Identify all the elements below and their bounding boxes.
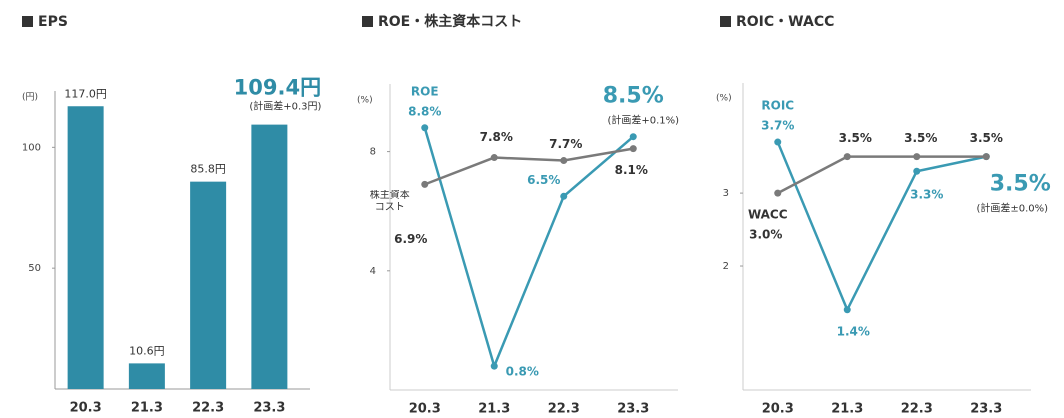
x-tick-label: 22.3 [192, 401, 224, 416]
y-tick-label: 50 [28, 263, 41, 274]
chart-title: EPS [38, 14, 68, 30]
point [982, 153, 990, 161]
series-name-box: 株主資本コスト [369, 190, 410, 214]
value-label: 1.4% [837, 324, 870, 338]
point [560, 192, 568, 200]
x-tick-label: 21.3 [478, 402, 510, 417]
title-marker [362, 16, 373, 27]
x-tick-label: 21.3 [831, 402, 863, 417]
value-label: 0.8% [506, 365, 539, 379]
value-label: 8.1% [615, 163, 648, 177]
y-tick-label: 8 [370, 147, 376, 158]
bar [190, 181, 227, 389]
bar [128, 363, 165, 389]
y-tick-label: 100 [22, 142, 41, 153]
x-tick-label: 22.3 [548, 402, 580, 417]
title-marker [22, 16, 33, 27]
x-tick-label: 23.3 [253, 401, 285, 416]
value-label: 85.8円 [190, 163, 226, 176]
x-tick-label: 21.3 [131, 401, 163, 416]
y-tick-label: 3 [723, 188, 729, 199]
y-tick-label: 2 [723, 261, 729, 272]
value-label: 7.7% [549, 137, 582, 151]
value-label: 3.5% [970, 131, 1003, 145]
value-label: 6.9% [394, 232, 427, 246]
series-name: WACC [748, 208, 788, 222]
series-name: ROIC [761, 99, 794, 113]
annotation: (計画差+0.1%) [607, 114, 679, 127]
x-tick-label: 20.3 [762, 402, 794, 417]
series-line [424, 147, 634, 186]
y-tick-label: 4 [370, 266, 376, 277]
point [421, 180, 429, 188]
value-label: 8.5% [603, 84, 664, 109]
point [774, 138, 782, 146]
series-name: 株主資本コスト [369, 190, 410, 214]
x-tick-label: 20.3 [70, 401, 102, 416]
annotation: (計画差±0.0%) [976, 202, 1048, 215]
y-axis-unit: (円) [22, 92, 38, 103]
bar [67, 106, 104, 389]
title-marker [720, 16, 731, 27]
value-label: 3.7% [761, 119, 794, 133]
value-label: 3.3% [910, 188, 943, 202]
value-label: 8.8% [408, 104, 441, 118]
value-label: 3.5% [990, 172, 1051, 197]
value-label: 10.6円 [129, 344, 165, 357]
value-label: 3.5% [904, 131, 937, 145]
value-label: 6.5% [527, 173, 560, 187]
point [490, 362, 498, 370]
y-axis-unit: (%) [357, 96, 373, 106]
value-label: 117.0円 [64, 87, 107, 100]
y-axis-unit: (%) [716, 94, 732, 104]
point [774, 189, 782, 197]
value-label: 7.8% [480, 130, 513, 144]
value-label: 3.5% [839, 131, 872, 145]
bar [251, 124, 288, 389]
point [421, 124, 429, 132]
point [629, 145, 637, 153]
series-line [776, 141, 987, 313]
point [560, 157, 568, 165]
chart-title: ROE・株主資本コスト [378, 13, 522, 30]
value-label: 3.0% [749, 228, 782, 242]
point [629, 133, 637, 141]
point [490, 154, 498, 162]
point [843, 306, 851, 314]
point [913, 153, 921, 161]
point [913, 167, 921, 175]
value-label: 109.4円 [234, 76, 321, 100]
series-name: ROE [411, 84, 439, 98]
x-tick-label: 20.3 [409, 402, 441, 417]
x-tick-label: 22.3 [901, 402, 933, 417]
chart-title: ROIC・WACC [736, 14, 834, 30]
series-line [777, 155, 987, 195]
point [843, 153, 851, 161]
x-tick-label: 23.3 [617, 402, 649, 417]
x-tick-label: 23.3 [970, 402, 1002, 417]
annotation: (計画差+0.3円) [249, 100, 321, 113]
series-line [423, 127, 635, 370]
